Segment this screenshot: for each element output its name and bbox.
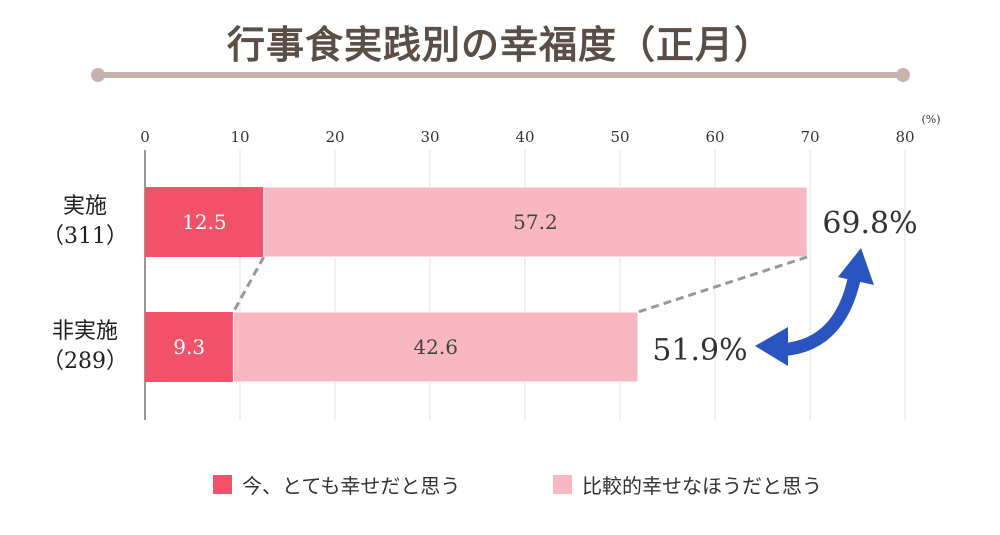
bar-segment [145, 312, 234, 382]
connector-line [637, 255, 808, 314]
tick-label: 50 [610, 128, 629, 146]
total-label: 69.8% [822, 206, 917, 241]
tick-label: 40 [515, 128, 534, 146]
category-name: 非実施 [51, 319, 118, 344]
tick-label: 70 [800, 128, 819, 146]
category-name: 実施 [62, 194, 107, 219]
category-label-1: 非実施 （289） [30, 317, 140, 377]
data-label: 12.5 [182, 210, 227, 234]
legend-label: 今、とても幸せだと思う [242, 474, 461, 498]
title-divider-dot [91, 68, 105, 82]
category-count: （289） [42, 349, 128, 374]
data-label: 42.6 [413, 335, 458, 359]
tick-label: 80 [895, 128, 914, 146]
data-label: 9.3 [173, 335, 205, 359]
data-label: 57.2 [513, 210, 558, 234]
double-arrow-icon [774, 273, 862, 357]
legend-item-0: 今、とても幸せだと思う [213, 470, 460, 499]
tick-label: 60 [705, 128, 724, 146]
title-divider-dot [896, 68, 910, 82]
unit-label: (%) [921, 113, 940, 126]
tick-label: 10 [230, 128, 249, 146]
bar-segment [263, 186, 808, 258]
category-count: （311） [42, 224, 128, 249]
tick-label: 0 [140, 128, 150, 146]
tick-label: 30 [420, 128, 439, 146]
tick-label: 20 [325, 128, 344, 146]
bar-segment [145, 187, 264, 257]
connector-line [232, 256, 266, 313]
category-label-0: 実施 （311） [30, 192, 140, 252]
legend-label: 比較的幸せなほうだと思う [582, 474, 822, 498]
legend-item-1: 比較的幸せなほうだと思う [553, 470, 822, 499]
arrow-head-up-icon [838, 248, 874, 285]
total-label: 51.9% [652, 333, 747, 368]
chart-title: 行事食実践別の幸福度（正月） [226, 22, 773, 67]
legend-swatch [553, 475, 572, 494]
legend-swatch [213, 475, 232, 494]
arrow-head-left-icon [755, 327, 788, 366]
bar-segment [232, 311, 639, 383]
